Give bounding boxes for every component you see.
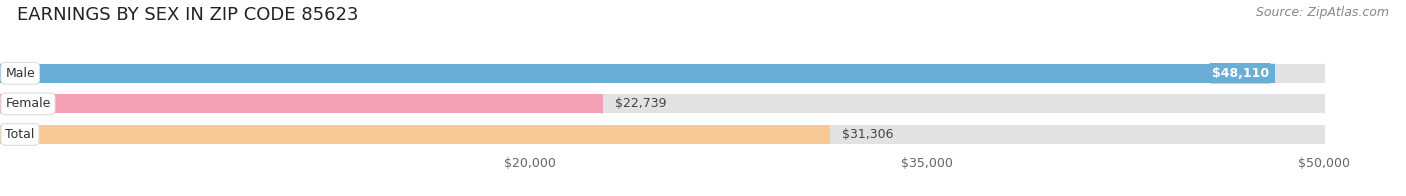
Text: Male: Male	[6, 67, 35, 80]
Bar	[0, 125, 1324, 144]
Bar	[0, 64, 1274, 83]
Text: $22,739: $22,739	[616, 97, 666, 110]
Text: $48,110: $48,110	[1212, 67, 1268, 80]
Bar	[0, 125, 830, 144]
Bar	[0, 94, 1324, 113]
Text: Total: Total	[6, 128, 35, 141]
Text: Source: ZipAtlas.com: Source: ZipAtlas.com	[1256, 6, 1389, 19]
Text: Female: Female	[6, 97, 51, 110]
Text: $31,306: $31,306	[842, 128, 894, 141]
Bar	[0, 94, 602, 113]
Text: EARNINGS BY SEX IN ZIP CODE 85623: EARNINGS BY SEX IN ZIP CODE 85623	[17, 6, 359, 24]
Bar	[0, 64, 1324, 83]
